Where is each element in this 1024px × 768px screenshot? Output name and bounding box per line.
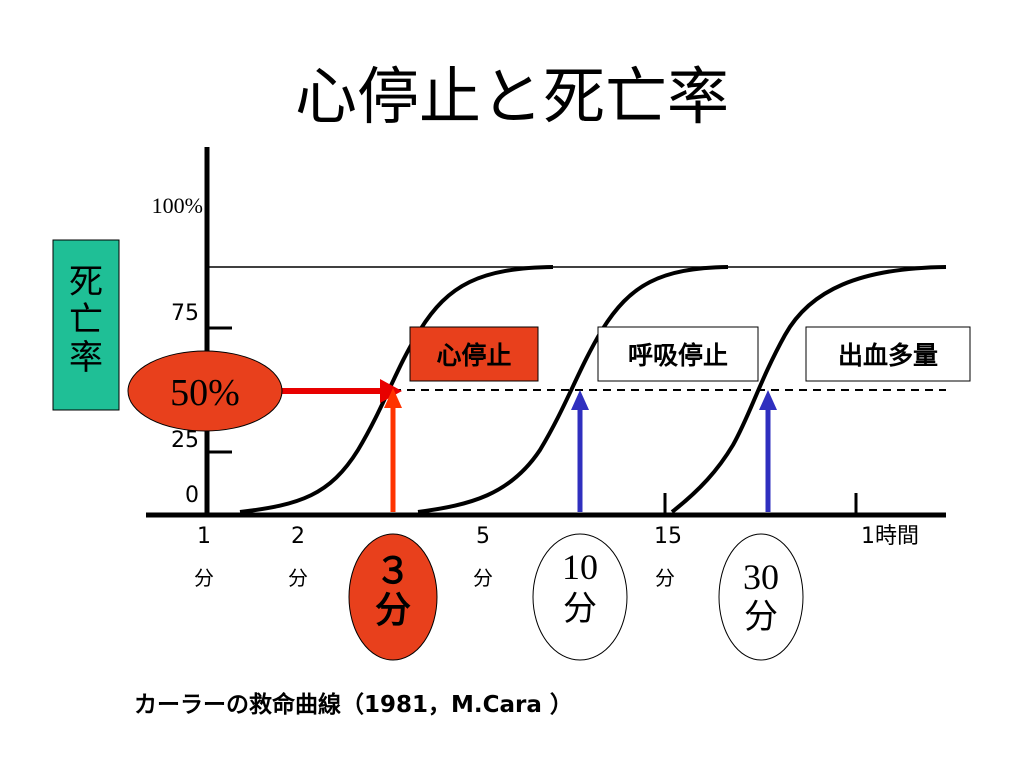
y-axis-label-bg	[52, 239, 120, 411]
massive-bleeding-label: 出血多量	[838, 341, 938, 370]
x-tick-label-unit: 分	[655, 566, 675, 590]
source-caption: カーラーの救命曲線（1981，M.Cara ）	[134, 691, 573, 718]
time-oval-10min-number: 10	[562, 547, 598, 587]
cardiac-arrest-label: 心停止	[436, 341, 511, 370]
y-tick-label-25: 25	[171, 428, 199, 453]
y-tick-label-75: 75	[171, 301, 199, 326]
x-tick-label: 1	[197, 524, 211, 549]
y-axis-label-char: 亡	[69, 300, 103, 340]
time-oval-3min-unit: 分	[375, 590, 411, 631]
fifty-percent-oval	[127, 350, 283, 432]
curve-respiratory-arrest	[417, 265, 729, 514]
time-oval-30min-unit: 分	[744, 597, 778, 637]
fifty-percent-label: 50%	[170, 372, 240, 414]
page-title: 心停止と死亡率	[295, 60, 729, 133]
time-oval-30min	[718, 533, 804, 661]
time-oval-10min	[532, 533, 628, 661]
y-axis-label-char: 死	[69, 262, 103, 302]
respiratory-arrest-label: 呼吸停止	[628, 341, 728, 370]
y-tick-label-100: 100%	[152, 193, 203, 218]
fifty-percent-arrowhead	[380, 379, 402, 403]
arrow-3min-head	[384, 388, 402, 408]
x-tick-label: 1時間	[861, 524, 919, 549]
time-oval-30min-number: 30	[743, 557, 779, 597]
arrow-30min-head	[759, 390, 777, 410]
curve-massive-bleeding	[670, 265, 947, 514]
arrow-10min-head	[571, 390, 589, 410]
time-oval-3min	[348, 533, 438, 661]
x-tick-label: 5	[476, 524, 490, 549]
time-oval-10min-unit: 分	[563, 589, 597, 629]
y-tick-label-0: 0	[185, 483, 199, 508]
y-axis-label-char: 率	[69, 338, 103, 378]
cardiac-arrest-box	[409, 326, 539, 382]
x-tick-label: 2	[291, 524, 305, 549]
x-tick-label: 15	[654, 524, 682, 549]
x-tick-label-unit: 分	[473, 566, 493, 590]
y-axis-label: 死 亡 率	[52, 239, 120, 411]
x-tick-label-unit: 分	[194, 566, 214, 590]
time-oval-3min-number: ３	[375, 551, 411, 592]
respiratory-arrest-box	[597, 326, 759, 382]
massive-bleeding-box	[805, 326, 971, 382]
x-tick-label-unit: 分	[288, 566, 308, 590]
